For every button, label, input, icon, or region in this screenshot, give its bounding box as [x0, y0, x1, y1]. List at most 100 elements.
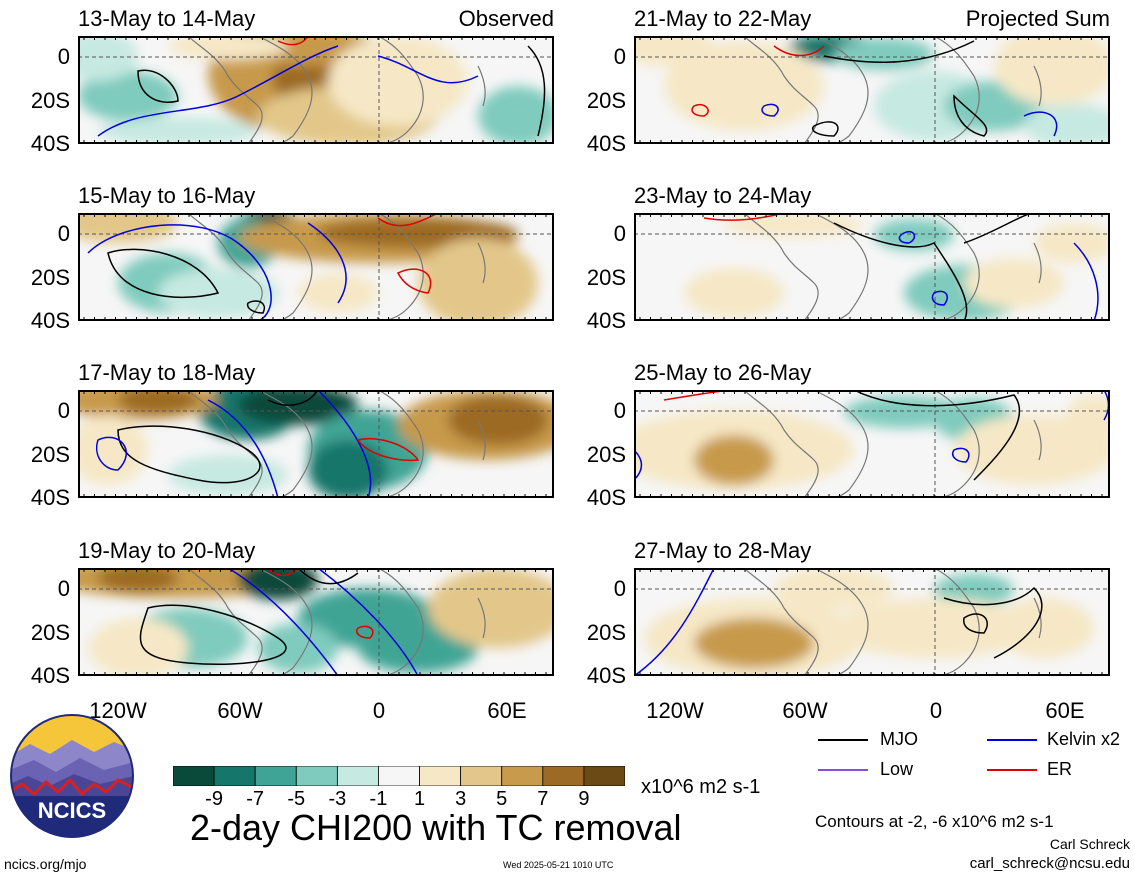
map-frame — [78, 390, 554, 498]
lat-label: 0 — [57, 221, 70, 246]
anomaly-region — [78, 415, 148, 485]
panel-title: 23-May to 24-May — [634, 183, 812, 208]
contour-line — [137, 69, 179, 103]
contour-line — [377, 55, 479, 84]
contour-line — [356, 438, 420, 462]
lat-label: 20S — [30, 88, 70, 113]
colorbar-units: x10^6 m2 s-1 — [641, 776, 761, 798]
legend-mjo-label: MJO — [880, 729, 918, 749]
lat-label: 40S — [586, 308, 626, 333]
lat-label: 40S — [30, 308, 70, 333]
contour-line — [117, 425, 261, 484]
panel-title: 21-May to 22-May — [634, 6, 812, 31]
contour-line — [761, 103, 779, 117]
anomaly-region — [168, 36, 288, 60]
map-panel — [78, 213, 554, 321]
anomaly-region — [1064, 395, 1110, 445]
contour-line — [87, 224, 272, 321]
lat-label: 20S — [586, 442, 626, 467]
contour-line — [853, 390, 1021, 481]
contour-line — [396, 268, 432, 294]
lat-label: 40S — [30, 131, 70, 156]
coastline — [743, 390, 1042, 498]
source-url[interactable]: ncics.org/mjo — [4, 856, 87, 872]
panel-title: 27-May to 28-May — [634, 538, 812, 563]
colorbar-tick-label: 3 — [455, 788, 467, 810]
contours-note: Contours at -2, -6 x10^6 m2 s-1 — [815, 812, 1054, 831]
contour-line — [943, 586, 1043, 659]
anomaly-region — [98, 568, 178, 592]
panel-title: 25-May to 26-May — [634, 360, 812, 385]
anomaly-region — [834, 598, 1034, 658]
colorbar-swatch — [460, 765, 503, 787]
anomaly-region — [478, 86, 554, 144]
lat-label: 0 — [613, 398, 626, 423]
colorbar-tick-label: -7 — [246, 788, 265, 810]
anomaly-region — [964, 258, 1064, 308]
anomaly-region — [168, 455, 288, 495]
colorbar-tick-label: 9 — [578, 788, 590, 810]
map-frame — [78, 36, 554, 144]
colorbar-swatch — [501, 765, 544, 787]
lat-label: 0 — [613, 576, 626, 601]
map-frame — [634, 568, 1110, 676]
map-frame — [634, 390, 1110, 498]
contour-line — [267, 568, 299, 577]
colorbar-tick-label: 7 — [537, 788, 549, 810]
lat-label: 20S — [586, 265, 626, 290]
lat-label: 0 — [613, 221, 626, 246]
anomaly-region — [684, 268, 784, 318]
colorbar — [172, 765, 626, 787]
anomaly-region — [1034, 223, 1110, 263]
contour-line — [812, 121, 839, 137]
map-frame — [78, 213, 554, 321]
anomaly-region — [448, 395, 548, 445]
contour-line — [96, 436, 127, 471]
colorbar-swatch — [583, 765, 626, 787]
coastline — [743, 36, 1042, 144]
colorbar-tick-label: -1 — [369, 788, 388, 810]
contour-line — [773, 45, 825, 57]
lat-label: 40S — [30, 663, 70, 688]
lat-label: 20S — [586, 88, 626, 113]
lat-label: 0 — [57, 398, 70, 423]
anomaly-region — [724, 213, 864, 237]
contour-line — [634, 449, 643, 481]
contour-line — [952, 447, 970, 463]
colorbar-swatch — [254, 765, 297, 787]
anomaly-region — [88, 618, 188, 676]
legend-low-line — [818, 769, 868, 771]
colorbar-swatch — [542, 765, 585, 787]
contour-line — [246, 300, 265, 314]
colorbar-tick-label: 5 — [496, 788, 508, 810]
colorbar-tick-label: -5 — [287, 788, 306, 810]
lon-label: 60E — [487, 698, 527, 723]
colorbar-swatch — [378, 765, 420, 787]
ncics-logo: NCICS — [10, 714, 134, 838]
contour-line — [931, 290, 948, 306]
contour-line — [1023, 111, 1058, 137]
contour-line — [898, 231, 916, 244]
anomaly-region — [428, 568, 554, 648]
anomaly-region — [118, 390, 198, 414]
email[interactable]: carl_schreck@ncsu.edu — [969, 855, 1130, 872]
anomaly-region — [694, 435, 774, 485]
lat-label: 40S — [586, 485, 626, 510]
map-panel — [634, 36, 1110, 144]
author: Carl Schreck — [1049, 836, 1130, 852]
anomaly-region — [298, 273, 378, 313]
colorbar-tick-label: 1 — [413, 788, 426, 810]
map-frame — [634, 36, 1110, 144]
map-panel — [634, 390, 1110, 498]
colorbar-tick-label: -9 — [205, 788, 223, 810]
anomaly-region — [258, 623, 338, 673]
legend-mjo-line — [818, 739, 868, 741]
coastline — [743, 213, 1042, 321]
lat-label: 20S — [30, 442, 70, 467]
contour-line — [833, 222, 968, 321]
colorbar-swatch — [419, 765, 462, 787]
contour-line — [953, 94, 988, 137]
lat-label: 0 — [57, 44, 70, 69]
map-panel — [78, 568, 554, 676]
lat-label: 20S — [586, 620, 626, 645]
